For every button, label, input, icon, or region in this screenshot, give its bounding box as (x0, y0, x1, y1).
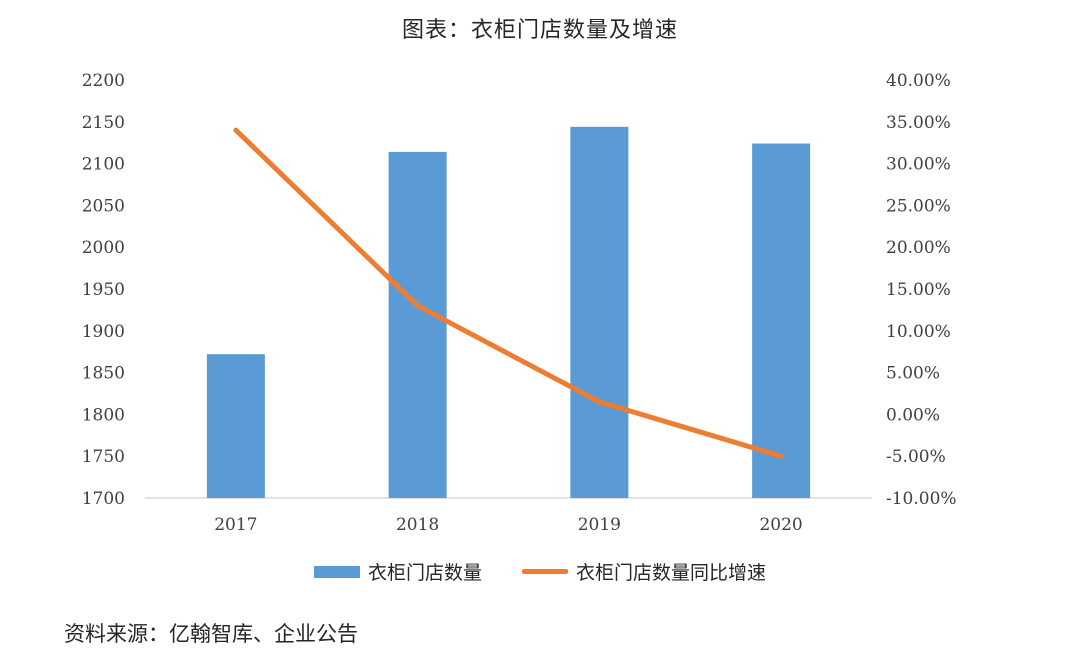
x-axis-labels: 2017 2018 2019 2020 (214, 515, 803, 535)
y-right-tick-label: 35.00% (886, 113, 951, 133)
y-right-tick-label: 25.00% (886, 196, 951, 216)
legend-label-line: 衣柜门店数量同比增速 (576, 562, 767, 584)
growth-line (233, 127, 784, 459)
line-series (233, 127, 784, 459)
legend-item-line: 衣柜门店数量同比增速 (522, 558, 766, 585)
y-right-tick-label: 20.00% (886, 238, 951, 258)
y-right-tick-label: 40.00% (886, 71, 951, 91)
y-right-tick-label: -5.00% (886, 447, 946, 467)
y-left-tick-label: 1700 (82, 489, 125, 509)
y-right-tick-label: 30.00% (886, 155, 951, 175)
y-right-tick-label: 10.00% (886, 322, 951, 342)
y-axis-right: -10.00% -5.00% 0.00% 5.00% 10.00% 15.00% 20.00… (886, 71, 957, 509)
x-tick-label: 2017 (214, 515, 257, 535)
bar (752, 143, 811, 498)
y-left-tick-label: 1850 (82, 364, 125, 384)
legend-swatch-line (522, 569, 568, 574)
y-left-tick-label: 1800 (82, 405, 125, 425)
y-right-tick-label: 5.00% (886, 364, 940, 384)
legend-item-bar: 衣柜门店数量 (313, 558, 482, 585)
y-left-tick-label: 1900 (82, 322, 125, 342)
y-left-tick-label: 2000 (82, 238, 125, 258)
legend: 衣柜门店数量 衣柜门店数量同比增速 (0, 558, 1080, 585)
bar (570, 126, 629, 498)
y-left-tick-label: 2150 (82, 113, 125, 133)
chart-title: 图表：衣柜门店数量及增速 (401, 18, 678, 43)
y-left-tick-label: 2100 (82, 155, 125, 175)
x-tick-label: 2018 (396, 515, 439, 535)
bar (388, 151, 447, 498)
x-tick-label: 2020 (759, 515, 802, 535)
x-tick-label: 2019 (578, 515, 621, 535)
bar (206, 354, 265, 498)
y-left-tick-label: 1750 (82, 447, 125, 467)
y-left-tick-label: 1950 (82, 280, 125, 300)
y-right-tick-label: 15.00% (886, 280, 951, 300)
y-right-tick-label: 0.00% (886, 405, 940, 425)
legend-label-bar: 衣柜门店数量 (367, 562, 482, 584)
y-left-tick-label: 2200 (82, 71, 125, 91)
y-left-tick-label: 2050 (82, 196, 125, 216)
bar-series (206, 126, 811, 498)
source-note: 资料来源：亿翰智库、企业公告 (64, 622, 358, 646)
y-axis-left: 1700 1750 1800 1850 1900 1950 2000 2050 2100 2150… (82, 71, 125, 509)
y-right-tick-label: -10.00% (886, 489, 957, 509)
legend-swatch-bar (313, 565, 360, 578)
